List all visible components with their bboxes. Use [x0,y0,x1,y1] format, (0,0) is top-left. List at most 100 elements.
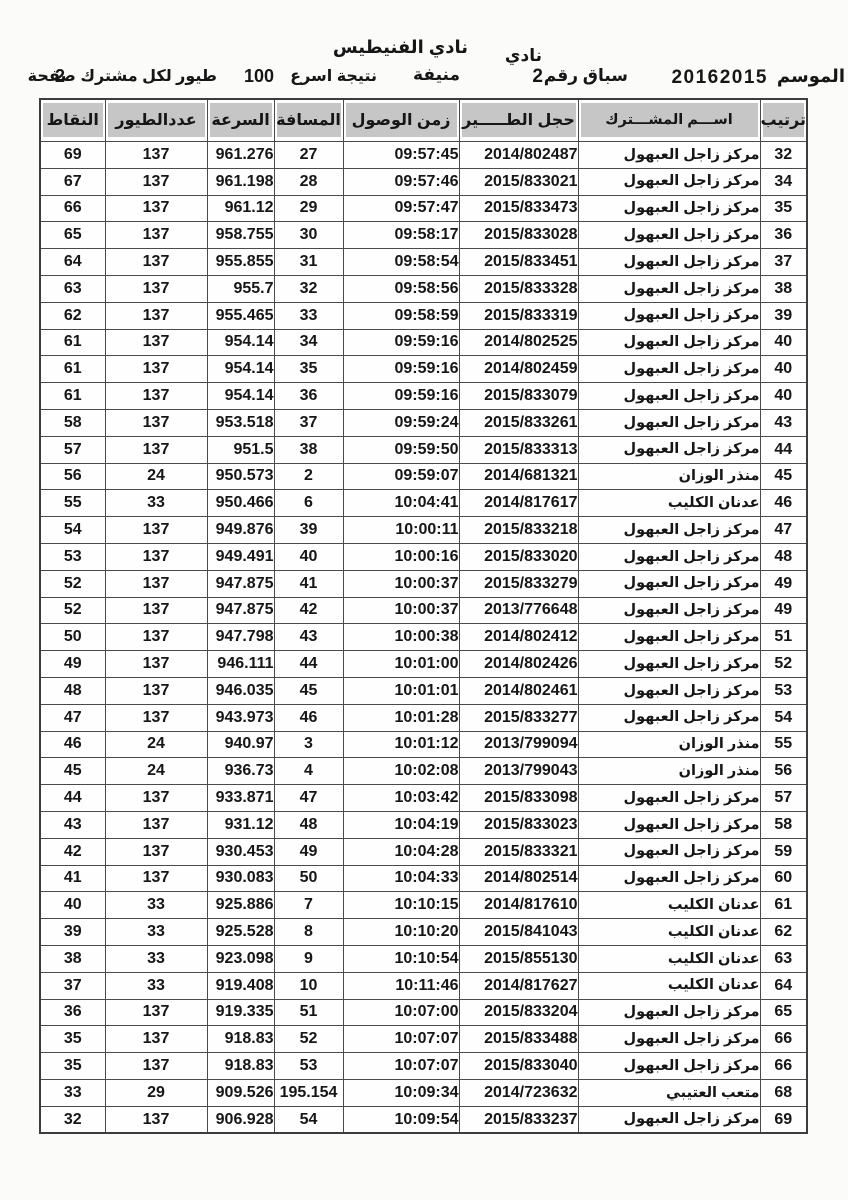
cell-speed: 953.518 [206,408,275,437]
page-number: 2 [54,66,65,86]
cell-distance: 42 [273,596,344,625]
cell-ring: 2015/833218 [458,516,579,544]
cell-distance: 52 [273,1025,344,1054]
cell-rank: 57 [759,784,808,812]
cell-distance: 50 [273,864,344,893]
cell-birds: 137 [104,408,208,437]
cell-points: 44 [39,784,106,812]
cell-distance: 195.154 [273,1078,344,1107]
cell-distance: 3 [273,730,344,759]
cell-speed: 949.491 [206,542,275,571]
cell-speed: 949.876 [206,516,275,544]
cell-ring: 2015/833079 [458,382,579,410]
cell-name: عدنان الكليب [577,971,761,1000]
cell-rank: 51 [759,623,808,652]
cell-name: مركز زاجل العبهول [577,221,761,250]
cell-time: 10:07:00 [342,998,460,1027]
cell-time: 10:00:11 [342,516,460,544]
cell-speed: 947.875 [206,569,275,598]
cell-points: 61 [39,328,106,357]
result-note: نتيجة اسرع [290,68,377,85]
cell-birds: 137 [104,596,208,625]
cell-ring: 2014/817610 [458,891,579,920]
cell-name: مركز زاجل العبهول [577,864,761,893]
cell-points: 66 [39,194,106,223]
cell-rank: 40 [759,382,808,410]
cell-speed: 947.798 [206,623,275,652]
table-row: 45 منذر الوزان 2014/681321 09:59:07 2 950.573… [39,462,808,491]
cell-points: 55 [39,489,106,518]
cell-rank: 34 [759,167,808,196]
cell-name: مركز زاجل العبهول [577,328,761,357]
cell-speed: 933.871 [206,784,275,812]
cell-speed: 930.453 [206,837,275,866]
cell-birds: 137 [104,248,208,276]
cell-ring: 2014/802459 [458,355,579,384]
cell-points: 35 [39,1052,106,1080]
cell-speed: 918.83 [206,1025,275,1054]
cell-distance: 39 [273,516,344,544]
cell-name: مركز زاجل العبهول [577,542,761,571]
cell-ring: 2014/681321 [458,462,579,491]
table-row: 69 مركز زاجل العبهول 2015/833237 10:09:54 54… [39,1105,808,1134]
cell-name: مركز زاجل العبهول [577,355,761,384]
release-site: منيفة [413,65,460,84]
cell-birds: 137 [104,167,208,196]
cell-speed: 936.73 [206,757,275,786]
cell-points: 50 [39,623,106,652]
cell-birds: 137 [104,141,208,169]
cell-time: 09:59:24 [342,408,460,437]
cell-time: 10:10:15 [342,891,460,920]
cell-name: منذر الوزان [577,730,761,759]
table-row: 66 مركز زاجل العبهول 2015/833040 10:07:07 53… [39,1052,808,1080]
cell-speed: 954.14 [206,328,275,357]
table-row: 53 مركز زاجل العبهول 2014/802461 10:01:01 45… [39,676,808,705]
cell-birds: 24 [104,757,208,786]
cell-distance: 43 [273,623,344,652]
cell-time: 09:57:45 [342,141,460,169]
cell-name: منذر الوزان [577,462,761,491]
cell-points: 57 [39,435,106,464]
cell-birds: 137 [104,382,208,410]
cell-time: 10:00:37 [342,569,460,598]
cell-points: 61 [39,355,106,384]
cell-rank: 40 [759,355,808,384]
cell-points: 63 [39,274,106,303]
cell-time: 09:59:16 [342,382,460,410]
table-row: 47 مركز زاجل العبهول 2015/833218 10:00:11 39… [39,516,808,544]
season-label: الموسم [776,66,845,86]
table-row: 68 متعب العتيبي 2014/723632 10:09:34 195.154… [39,1078,808,1107]
season-value: 20162015 [671,67,768,88]
cell-birds: 29 [104,1078,208,1107]
cell-ring: 2015/833328 [458,274,579,303]
table-row: 56 منذر الوزان 2013/799043 10:02:08 4 936.73 2… [39,757,808,786]
cell-name: منذر الوزان [577,757,761,786]
club-label: نادي [504,46,542,65]
cell-time: 09:57:47 [342,194,460,223]
cell-points: 41 [39,864,106,893]
cell-name: عدنان الكليب [577,891,761,920]
table-row: 64 عدنان الكليب 2014/817627 10:11:46 10 919.4… [39,971,808,1000]
cell-distance: 32 [273,274,344,303]
cell-speed: 943.973 [206,703,275,732]
cell-ring: 2015/833261 [458,408,579,437]
cell-points: 43 [39,810,106,839]
table-row: 65 مركز زاجل العبهول 2015/833204 10:07:00 51… [39,998,808,1027]
cell-birds: 137 [104,328,208,357]
cell-name: عدنان الكليب [577,944,761,973]
table-row: 38 مركز زاجل العبهول 2015/833328 09:58:56 32… [39,274,808,303]
cell-birds: 137 [104,355,208,384]
cell-distance: 33 [273,301,344,330]
cell-speed: 918.83 [206,1052,275,1080]
cell-birds: 33 [104,971,208,1000]
result-count: 100 [243,66,274,86]
cell-distance: 31 [273,248,344,276]
cell-points: 65 [39,221,106,250]
cell-points: 48 [39,676,106,705]
cell-name: عدنان الكليب [577,489,761,518]
cell-distance: 40 [273,542,344,571]
cell-points: 56 [39,462,106,491]
cell-time: 09:59:50 [342,435,460,464]
cell-distance: 10 [273,971,344,1000]
